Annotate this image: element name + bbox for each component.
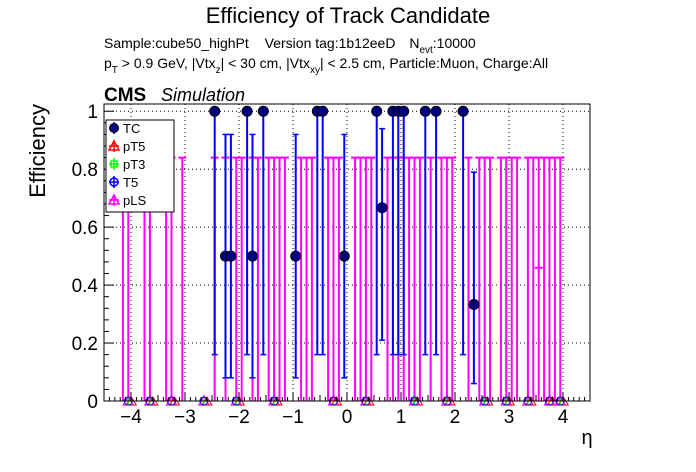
tc-point	[257, 105, 269, 117]
x-axis-label: η	[581, 427, 592, 449]
info-line-2: pT > 0.9 GeV, |Vtxz| < 30 cm, |Vtxxy| < …	[104, 55, 548, 76]
legend-label: pLS	[123, 193, 146, 208]
legend-label: TC	[123, 121, 140, 136]
y-tick-label: 1	[87, 102, 98, 123]
cms-sublabel: Simulation	[161, 85, 245, 105]
info-line-2-segment: p	[104, 55, 112, 71]
tc-point	[290, 250, 302, 262]
tc-series	[123, 105, 565, 406]
y-tick-label: 0.4	[72, 276, 99, 297]
legend: TC pT5 pT3 T5 pLS	[105, 119, 175, 213]
tc-point	[241, 105, 253, 117]
info-line-2-segment: > 0.9 GeV, |Vtx	[118, 55, 216, 71]
tc-point	[398, 105, 410, 117]
tc-point	[209, 105, 221, 117]
legend-label: pT5	[123, 139, 145, 154]
legend-marker	[107, 139, 121, 151]
tc-point	[338, 250, 350, 262]
y-axis-label: Efficiency	[25, 104, 50, 198]
x-tick-label: 3	[504, 407, 515, 428]
info-line-2-segment: | < 30 cm, |Vtx	[221, 55, 310, 71]
nevt-sub: evt	[419, 45, 433, 56]
info-line-2-segment: z	[216, 65, 221, 76]
tc-point	[457, 105, 469, 117]
x-tick-label: 4	[558, 407, 569, 428]
sample-label: Sample:cube50_highPt	[104, 35, 249, 51]
info-line-1: Sample:cube50_highPt Version tag:1b12eeD…	[104, 35, 476, 56]
tc-point	[376, 202, 388, 214]
x-tick-label: −1	[282, 407, 304, 428]
cms-label: CMS	[104, 85, 146, 106]
legend-marker	[107, 193, 121, 205]
legend-marker	[110, 160, 118, 168]
version-label: Version tag:1b12eeD	[265, 35, 396, 51]
x-tick-label: 0	[342, 407, 353, 428]
x-tick-label: −2	[228, 407, 250, 428]
chart-title: Efficiency of Track Candidate	[206, 3, 491, 28]
legend-marker	[109, 177, 119, 187]
axes: −4 −3 −2 −1 0 1 2 3 4 0 0.2 0.4 0.6 0.8 1	[72, 102, 591, 428]
tc-point	[247, 250, 258, 262]
y-tick-label: 0	[87, 392, 98, 413]
legend-label: pT3	[123, 157, 145, 172]
tc-point	[225, 250, 237, 262]
y-tick-label: 0.2	[72, 334, 98, 355]
info-line-2-segment: xy	[310, 65, 320, 76]
x-tick-label: −3	[174, 407, 196, 428]
x-tick-label: 2	[450, 407, 461, 428]
x-tick-label: 1	[396, 407, 407, 428]
tc-point	[317, 105, 329, 117]
info-line-2-segment: T	[112, 65, 118, 76]
nevt-value: :10000	[433, 35, 476, 51]
y-tick-label: 0.6	[72, 218, 98, 239]
info-line-2-segment: | < 2.5 cm, Particle:Muon, Charge:All	[320, 55, 548, 71]
tc-point	[430, 105, 442, 117]
nevt-label: N	[409, 35, 419, 51]
tc-point	[371, 105, 383, 117]
legend-marker	[109, 123, 119, 133]
tc-point	[419, 105, 431, 117]
tc-point	[468, 299, 480, 311]
x-tick-label: −4	[120, 407, 142, 428]
y-tick-label: 0.8	[72, 160, 98, 181]
legend-label: T5	[123, 175, 138, 190]
